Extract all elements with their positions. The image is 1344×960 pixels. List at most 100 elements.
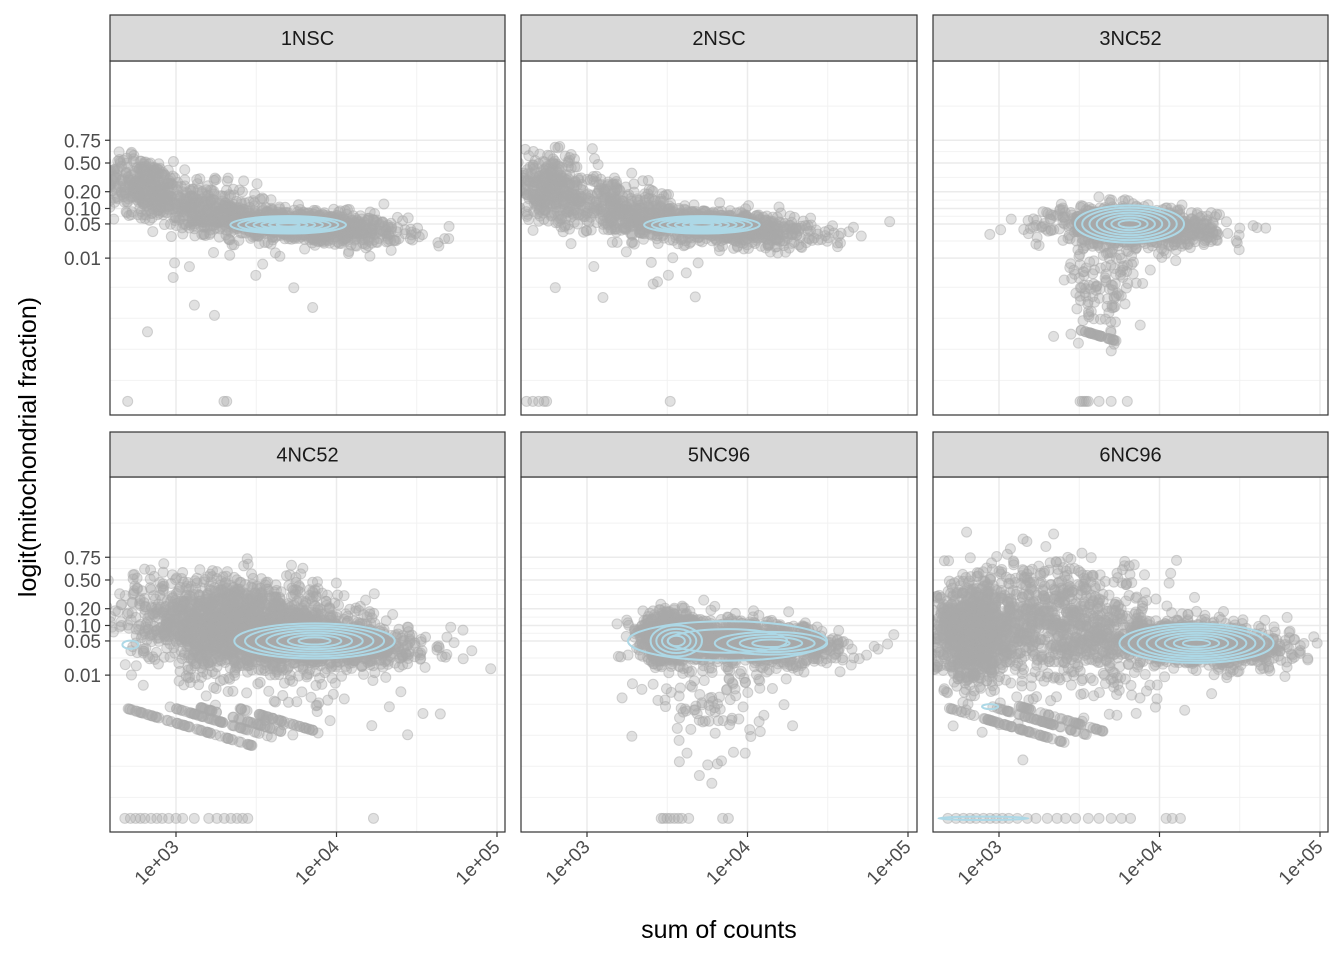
point — [165, 231, 177, 243]
point — [645, 256, 657, 268]
point — [679, 239, 691, 251]
point — [1144, 264, 1156, 276]
point — [390, 235, 402, 247]
point — [805, 212, 817, 224]
point — [556, 181, 568, 193]
point — [984, 228, 996, 240]
point — [251, 178, 263, 190]
point — [224, 249, 236, 261]
point — [342, 234, 354, 246]
point — [689, 291, 701, 303]
point — [533, 178, 545, 190]
point — [778, 221, 790, 233]
point — [210, 222, 222, 234]
point — [161, 200, 173, 212]
point — [250, 269, 262, 281]
point — [1105, 316, 1117, 328]
point — [1005, 213, 1017, 225]
point — [586, 173, 598, 185]
point — [192, 184, 204, 196]
point — [359, 234, 371, 246]
point — [772, 229, 784, 241]
facet-title: 3NC52 — [1099, 28, 1161, 50]
point — [527, 224, 539, 236]
point — [1082, 395, 1094, 407]
point — [1119, 298, 1131, 310]
point — [133, 189, 145, 201]
point — [1057, 234, 1069, 246]
density-contours — [643, 215, 761, 235]
point — [258, 193, 270, 205]
point — [588, 205, 600, 217]
point — [199, 216, 211, 228]
point — [628, 238, 640, 250]
point — [392, 222, 404, 234]
point — [1087, 240, 1099, 252]
point — [1033, 240, 1045, 252]
point — [110, 158, 112, 165]
contour-line — [260, 219, 317, 230]
point — [668, 206, 680, 218]
point — [643, 205, 655, 217]
contour-line — [229, 215, 347, 235]
point — [649, 195, 661, 207]
point — [1260, 222, 1272, 234]
point — [218, 395, 230, 407]
point — [139, 213, 151, 225]
y-tick-label: 0.01 — [64, 249, 101, 270]
point — [606, 203, 618, 215]
point — [153, 164, 165, 176]
point — [664, 395, 676, 407]
point — [521, 157, 524, 168]
point — [527, 395, 539, 407]
facet-strip — [109, 14, 506, 62]
point — [110, 192, 121, 204]
point — [110, 199, 111, 206]
point — [819, 226, 831, 238]
point — [1037, 220, 1049, 232]
point — [607, 206, 619, 218]
point — [568, 177, 580, 189]
density-contours — [229, 215, 347, 235]
point — [714, 197, 726, 209]
point — [134, 155, 146, 167]
point — [209, 172, 221, 184]
point — [539, 205, 551, 217]
point — [1105, 345, 1117, 357]
point — [629, 202, 641, 214]
point — [406, 226, 418, 238]
point — [1082, 295, 1094, 307]
point — [147, 193, 159, 205]
point — [147, 226, 159, 238]
point — [597, 291, 609, 303]
facet-title: 1NSC — [281, 28, 334, 50]
point — [1064, 262, 1076, 274]
point — [549, 282, 561, 294]
point — [680, 267, 692, 279]
contour-line — [643, 215, 761, 235]
point — [175, 180, 187, 192]
point — [1100, 247, 1112, 259]
facet-title: 2NSC — [692, 28, 745, 50]
contour-line — [658, 217, 746, 233]
point — [628, 186, 640, 198]
point — [1165, 240, 1177, 252]
point — [1170, 255, 1182, 267]
point — [201, 194, 213, 206]
y-tick-label: 0.20 — [64, 183, 101, 204]
point — [1231, 237, 1243, 249]
point — [1106, 302, 1118, 314]
facet-panel: 2NSC — [520, 14, 918, 416]
point — [995, 224, 1007, 236]
point — [171, 201, 183, 213]
point — [831, 237, 843, 249]
point — [220, 196, 232, 208]
point — [417, 229, 429, 241]
point — [196, 228, 208, 240]
point — [383, 228, 395, 240]
point — [349, 222, 361, 234]
point — [806, 234, 818, 246]
point — [662, 269, 674, 281]
point — [1106, 194, 1118, 206]
